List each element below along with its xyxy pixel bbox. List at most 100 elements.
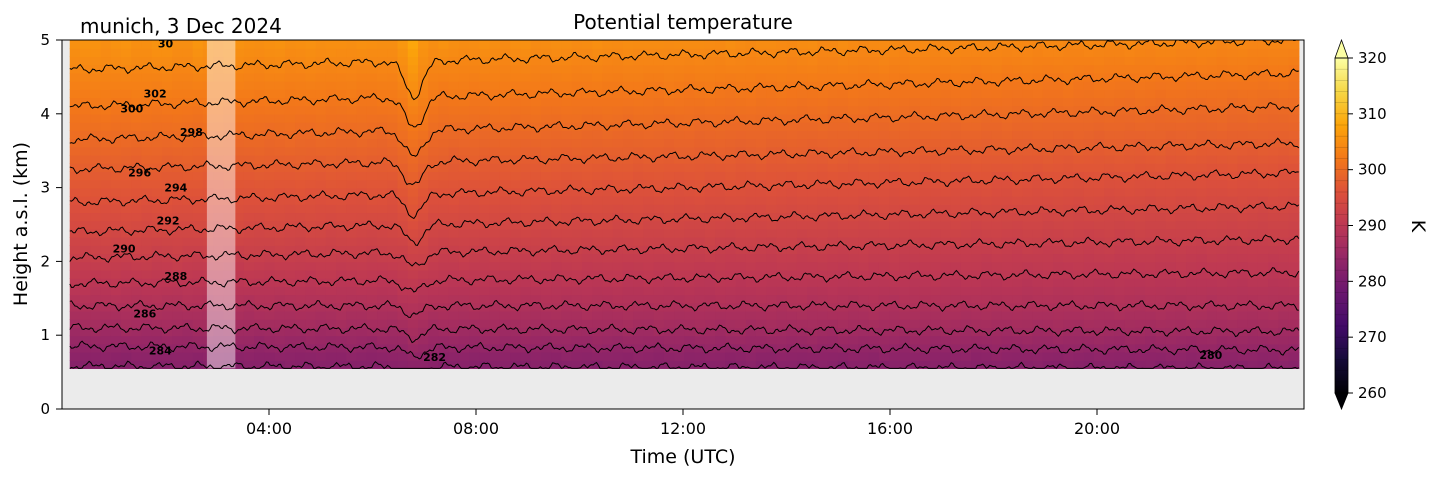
- heatmap-cell: [397, 204, 409, 214]
- heatmap-cell: [387, 138, 399, 148]
- heatmap-cell: [407, 89, 419, 99]
- heatmap-cell: [305, 237, 317, 246]
- heatmap-cell: [274, 154, 286, 164]
- heatmap-cell: [325, 195, 337, 205]
- heatmap-cell: [479, 294, 491, 304]
- heatmap-cell: [243, 220, 255, 230]
- heatmap-cell: [325, 228, 337, 238]
- heatmap-cell: [223, 278, 235, 287]
- heatmap-cell: [69, 171, 81, 181]
- heatmap-cell: [1053, 294, 1064, 304]
- heatmap-cell: [469, 195, 481, 205]
- heatmap-cell: [602, 204, 614, 214]
- heatmap-cell: [520, 261, 532, 271]
- heatmap-cell: [725, 89, 737, 99]
- heatmap-cell: [336, 261, 347, 271]
- heatmap-cell: [878, 319, 890, 328]
- heatmap-cell: [1063, 187, 1075, 197]
- heatmap-cell: [120, 154, 132, 164]
- heatmap-cell: [1175, 64, 1187, 74]
- heatmap-cell: [766, 89, 778, 99]
- heatmap-cell: [684, 138, 696, 148]
- heatmap-cell: [1114, 261, 1126, 271]
- heatmap-cell: [786, 113, 798, 123]
- heatmap-cell: [202, 310, 214, 320]
- heatmap-cell: [950, 286, 962, 296]
- heatmap-cell: [397, 261, 409, 271]
- heatmap-cell: [571, 237, 583, 246]
- heatmap-cell: [1196, 310, 1208, 320]
- heatmap-cell: [1278, 89, 1290, 99]
- heatmap-cell: [510, 138, 522, 148]
- heatmap-cell: [960, 351, 972, 361]
- heatmap-cell: [755, 327, 767, 337]
- heatmap-cell: [1022, 130, 1034, 140]
- heatmap-cell: [602, 269, 614, 279]
- heatmap-cell: [520, 278, 532, 287]
- heatmap-cell: [80, 245, 91, 255]
- heatmap-cell: [315, 351, 327, 361]
- heatmap-cell: [1165, 228, 1177, 238]
- heatmap-cell: [510, 40, 522, 49]
- heatmap-cell: [592, 269, 603, 279]
- heatmap-cell: [243, 179, 255, 189]
- heatmap-cell: [848, 319, 860, 328]
- heatmap-cell: [1012, 163, 1023, 172]
- heatmap-cell: [1001, 253, 1013, 263]
- heatmap-cell: [786, 64, 798, 74]
- heatmap-cell: [223, 228, 235, 238]
- heatmap-cell: [1257, 64, 1269, 74]
- heatmap-cell: [571, 195, 583, 205]
- heatmap-cell: [1124, 89, 1136, 99]
- heatmap-cell: [1083, 105, 1095, 115]
- heatmap-cell: [766, 286, 778, 296]
- heatmap-cell: [1134, 351, 1146, 361]
- heatmap-cell: [448, 253, 460, 263]
- heatmap-cell: [192, 220, 204, 230]
- heatmap-cell: [1206, 64, 1218, 74]
- heatmap-cell: [1001, 294, 1013, 304]
- heatmap-cell: [796, 138, 808, 148]
- heatmap-cell: [1063, 81, 1075, 90]
- heatmap-cell: [1278, 146, 1290, 156]
- heatmap-cell: [807, 89, 819, 99]
- heatmap-cell: [1001, 40, 1013, 49]
- heatmap-cell: [1124, 319, 1136, 328]
- heatmap-cell: [418, 81, 429, 90]
- heatmap-cell: [315, 154, 327, 164]
- heatmap-cell: [1114, 154, 1126, 164]
- heatmap-cell: [551, 245, 562, 255]
- heatmap-cell: [1001, 237, 1013, 246]
- heatmap-cell: [448, 146, 460, 156]
- heatmap-cell: [1063, 105, 1075, 115]
- heatmap-cell: [551, 212, 562, 222]
- heatmap-cell: [715, 335, 726, 345]
- heatmap-cell: [161, 302, 173, 312]
- heatmap-cell: [715, 245, 726, 255]
- heatmap-cell: [1012, 40, 1023, 49]
- heatmap-cell: [561, 154, 573, 164]
- heatmap-cell: [336, 163, 347, 172]
- heatmap-cell: [899, 286, 911, 296]
- heatmap-cell: [971, 48, 982, 58]
- heatmap-cell: [366, 351, 378, 361]
- heatmap-cell: [213, 245, 224, 255]
- heatmap-cell: [325, 72, 337, 82]
- heatmap-cell: [684, 327, 696, 337]
- heatmap-cell: [1206, 113, 1218, 123]
- heatmap-cell: [1247, 220, 1259, 230]
- heatmap-cell: [776, 351, 788, 361]
- heatmap-cell: [520, 113, 532, 123]
- heatmap-cell: [100, 187, 112, 197]
- heatmap-cell: [1155, 351, 1167, 361]
- heatmap-cell: [1247, 146, 1259, 156]
- heatmap-cell: [120, 294, 132, 304]
- heatmap-cell: [991, 187, 1003, 197]
- heatmap-cell: [346, 335, 358, 345]
- heatmap-cell: [305, 286, 317, 296]
- heatmap-cell: [438, 278, 450, 287]
- heatmap-cell: [243, 261, 255, 271]
- heatmap-cell: [499, 269, 511, 279]
- heatmap-cell: [735, 228, 747, 238]
- heatmap-cell: [786, 187, 798, 197]
